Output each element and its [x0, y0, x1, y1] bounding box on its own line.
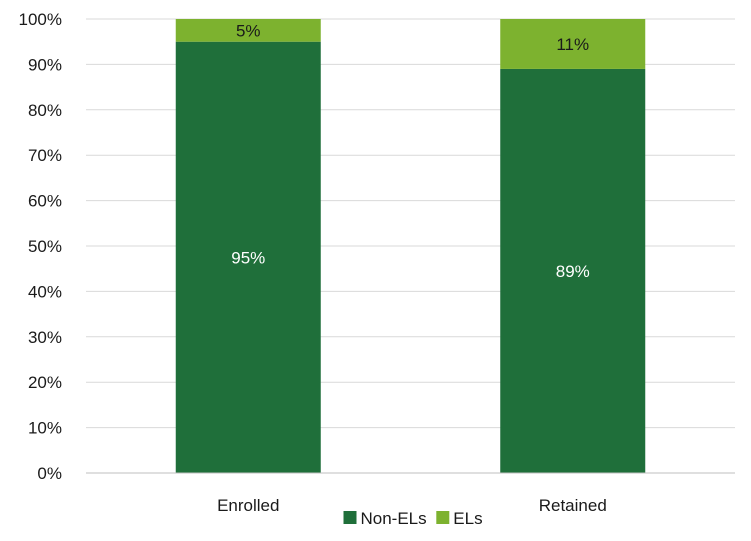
data-label: 11% — [556, 35, 589, 54]
legend-swatch — [436, 511, 450, 524]
bars — [175, 19, 646, 473]
y-tick-label: 40% — [28, 282, 62, 301]
bar-els-retained — [500, 19, 646, 69]
bar-non-els-retained — [500, 68, 646, 473]
legend-label: ELs — [453, 509, 482, 528]
legend-label: Non-ELs — [361, 509, 427, 528]
y-tick-label: 80% — [28, 101, 62, 120]
y-tick-label: 60% — [28, 192, 62, 211]
axes: 0% 10% 20% 30% 40% 50% 60% 70% 80% 90% 100% Enrolle… — [19, 10, 735, 515]
bar-non-els-enrolled — [175, 41, 321, 473]
y-tick-label: 90% — [28, 55, 62, 74]
x-tick-label: Retained — [539, 496, 607, 515]
bar-els-enrolled — [175, 19, 321, 42]
y-tick-label: 100% — [19, 10, 62, 29]
y-tick-label: 10% — [28, 419, 62, 438]
y-tick-label: 50% — [28, 237, 62, 256]
legend: Non-ELs ELs — [343, 509, 483, 528]
y-tick-label: 30% — [28, 328, 62, 347]
data-label: 89% — [556, 262, 590, 281]
x-tick-label: Enrolled — [217, 496, 279, 515]
legend-swatch — [343, 511, 357, 524]
data-label: 5% — [236, 21, 261, 40]
y-tick-label: 20% — [28, 373, 62, 392]
data-label: 95% — [231, 248, 265, 267]
y-tick-label: 0% — [37, 464, 62, 483]
data-labels: 95% 5% 89% 11% — [231, 21, 590, 281]
y-tick-label: 70% — [28, 146, 62, 165]
